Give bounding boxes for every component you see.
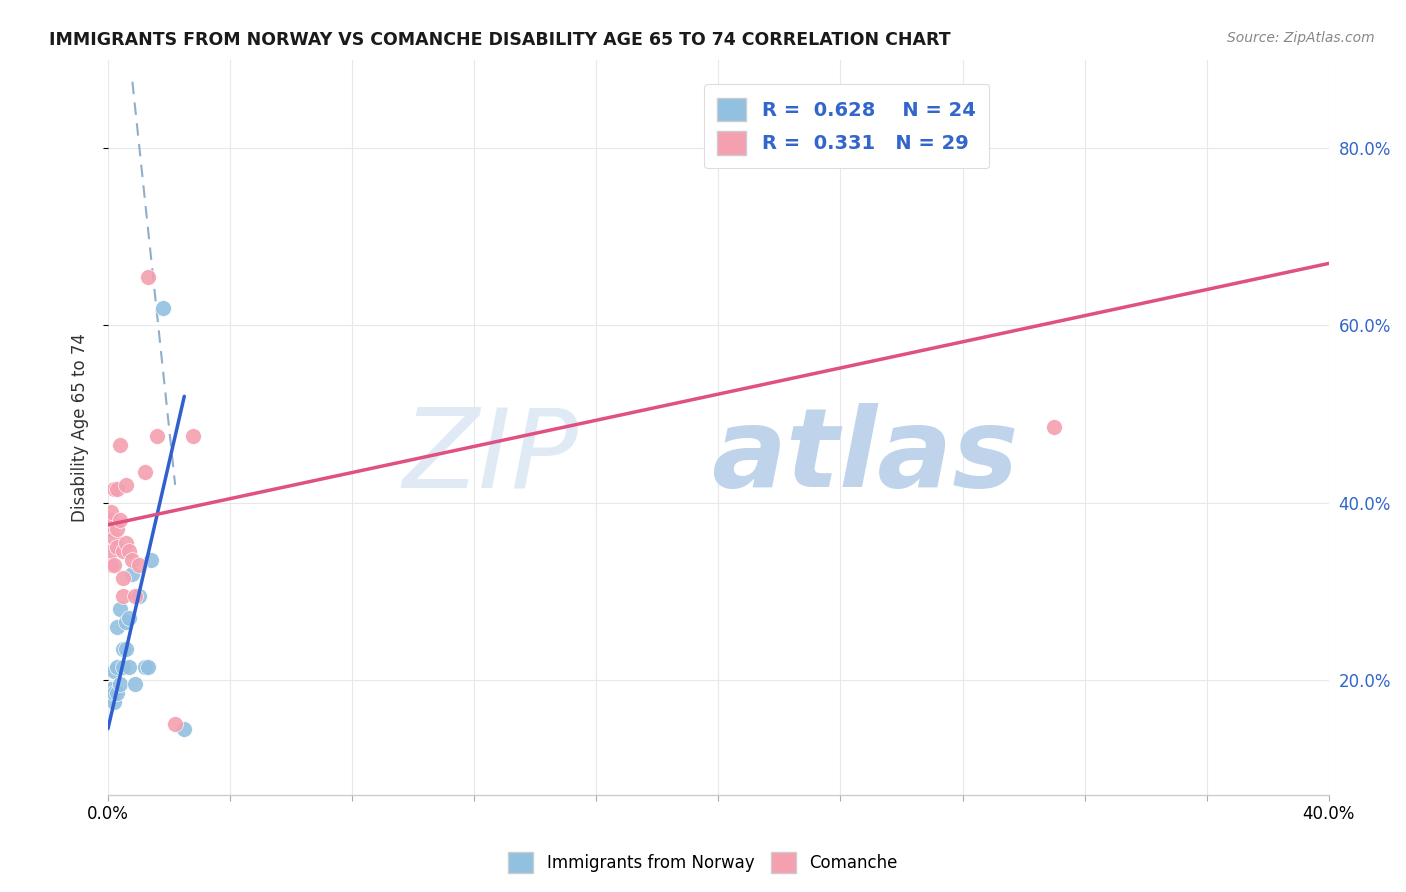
Point: [115, 478, 138, 492]
Point: [100, 686, 122, 700]
Y-axis label: Disability Age 65 to 74: Disability Age 65 to 74: [72, 333, 89, 522]
Point: [183, 429, 205, 443]
Point: [97, 517, 120, 532]
Point: [118, 544, 141, 558]
Point: [112, 544, 135, 558]
Point: [100, 513, 122, 527]
Point: [103, 483, 125, 497]
Point: [112, 571, 135, 585]
Point: [136, 659, 159, 673]
Point: [103, 558, 125, 572]
Point: [146, 429, 169, 443]
Text: atlas: atlas: [711, 403, 1018, 510]
Point: [118, 659, 141, 673]
Point: [134, 465, 156, 479]
Point: [112, 589, 135, 603]
Point: [134, 659, 156, 673]
Point: [124, 589, 146, 603]
Point: [139, 553, 162, 567]
Point: [105, 659, 128, 673]
Point: [115, 615, 138, 630]
Point: [112, 641, 135, 656]
Legend: R =  0.628    N = 24, R =  0.331   N = 29: R = 0.628 N = 24, R = 0.331 N = 29: [703, 84, 990, 169]
Point: [165, 717, 187, 731]
Text: ZIP: ZIP: [402, 403, 578, 510]
Point: [152, 301, 174, 315]
Point: [105, 620, 128, 634]
Point: [115, 535, 138, 549]
Point: [100, 558, 122, 572]
Point: [100, 504, 122, 518]
Point: [100, 522, 122, 536]
Point: [105, 686, 128, 700]
Point: [100, 544, 122, 558]
Point: [121, 566, 143, 581]
Point: [115, 641, 138, 656]
Point: [112, 659, 135, 673]
Point: [136, 269, 159, 284]
Point: [105, 540, 128, 554]
Text: IMMIGRANTS FROM NORWAY VS COMANCHE DISABILITY AGE 65 TO 74 CORRELATION CHART: IMMIGRANTS FROM NORWAY VS COMANCHE DISAB…: [49, 31, 950, 49]
Point: [100, 681, 122, 696]
Point: [128, 558, 150, 572]
Point: [121, 553, 143, 567]
Point: [103, 664, 125, 678]
Point: [124, 677, 146, 691]
Point: [108, 438, 131, 452]
Legend: Immigrants from Norway, Comanche: Immigrants from Norway, Comanche: [502, 846, 904, 880]
Point: [1043, 420, 1066, 434]
Point: [108, 602, 131, 616]
Point: [108, 677, 131, 691]
Point: [118, 611, 141, 625]
Point: [105, 522, 128, 536]
Text: Source: ZipAtlas.com: Source: ZipAtlas.com: [1227, 31, 1375, 45]
Point: [103, 531, 125, 545]
Point: [103, 695, 125, 709]
Point: [103, 686, 125, 700]
Point: [128, 589, 150, 603]
Point: [108, 513, 131, 527]
Point: [105, 483, 128, 497]
Point: [173, 722, 195, 736]
